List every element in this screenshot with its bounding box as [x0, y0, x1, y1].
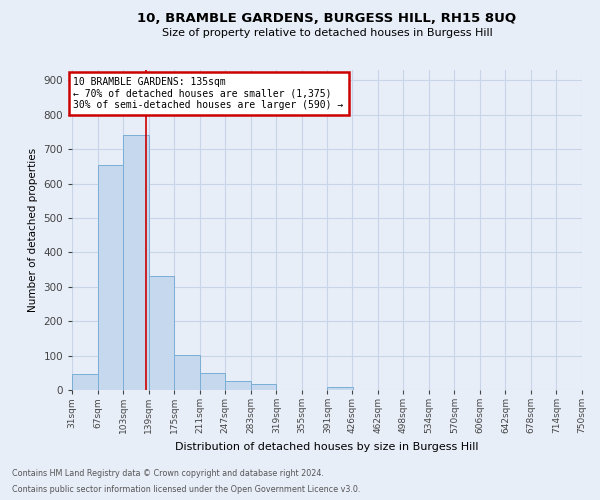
Text: Contains public sector information licensed under the Open Government Licence v3: Contains public sector information licen…	[12, 485, 361, 494]
Y-axis label: Number of detached properties: Number of detached properties	[28, 148, 38, 312]
Bar	[149, 276, 174, 390]
Text: 10, BRAMBLE GARDENS, BURGESS HILL, RH15 8UQ: 10, BRAMBLE GARDENS, BURGESS HILL, RH15 …	[137, 12, 517, 26]
Bar	[200, 374, 225, 390]
Bar	[251, 384, 276, 390]
X-axis label: Distribution of detached houses by size in Burgess Hill: Distribution of detached houses by size …	[175, 442, 479, 452]
Bar	[98, 164, 123, 390]
Bar	[174, 354, 200, 390]
Text: Size of property relative to detached houses in Burgess Hill: Size of property relative to detached ho…	[161, 28, 493, 38]
Bar	[328, 387, 353, 390]
Text: 10 BRAMBLE GARDENS: 135sqm
← 70% of detached houses are smaller (1,375)
30% of s: 10 BRAMBLE GARDENS: 135sqm ← 70% of deta…	[73, 77, 344, 110]
Bar	[72, 374, 98, 390]
Bar	[123, 136, 149, 390]
Text: Contains HM Land Registry data © Crown copyright and database right 2024.: Contains HM Land Registry data © Crown c…	[12, 468, 324, 477]
Bar	[225, 382, 251, 390]
